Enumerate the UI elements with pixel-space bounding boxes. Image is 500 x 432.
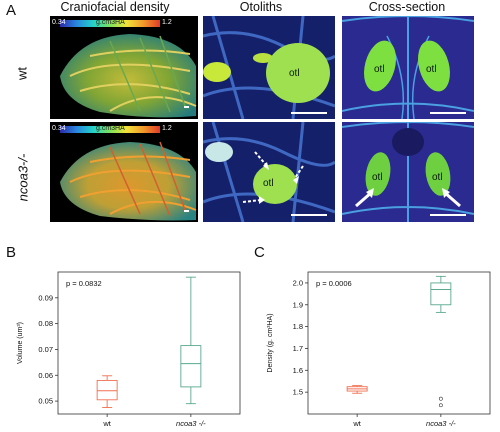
mutant-cross-section-render xyxy=(342,122,474,222)
mutant-otolith-render xyxy=(203,122,335,222)
panel-label-c: C xyxy=(254,244,265,261)
y-tick-label: 2.0 xyxy=(293,278,303,287)
otolith-label-wt-left: otl xyxy=(374,64,385,75)
p-value-annotation: p = 0.0006 xyxy=(316,279,352,288)
x-tick-label: ncoa3 -/- xyxy=(426,419,456,428)
y-tick-label: 1.9 xyxy=(293,300,303,309)
wt-otolith-image: otl xyxy=(203,16,335,119)
colorbar-max-mutant: 1.2 xyxy=(162,125,172,132)
wt-cross-section-image: otl otl xyxy=(342,16,474,119)
plot-frame xyxy=(307,271,491,415)
y-tick-label: 0.05 xyxy=(38,397,53,406)
y-tick-label: 0.07 xyxy=(38,345,53,354)
y-tick-label: 1.6 xyxy=(293,366,303,375)
volume-box-plot: 0.05 0.06 0.07 0.08 0.09 wt ncoa3 -/- p = 0.08… xyxy=(17,271,241,428)
panel-label-b: B xyxy=(6,244,17,261)
x-tick-label: wt xyxy=(352,419,361,428)
wt-cross-section-render xyxy=(342,16,474,119)
otolith-label-mutant-right: otl xyxy=(432,172,443,183)
otolith-label-mutant-left: otl xyxy=(372,172,383,183)
column-title-craniofacial: Craniofacial density xyxy=(60,0,170,14)
mutant-skull-render xyxy=(60,141,197,221)
y-tick-label: 1.5 xyxy=(293,388,303,397)
outlier-point xyxy=(438,403,443,408)
wt-craniofacial-image: 0.34 g.cm3HA 1.2 xyxy=(50,16,198,119)
row-label-wt: wt xyxy=(14,67,30,80)
column-title-otoliths: Otoliths xyxy=(239,0,283,14)
y-axis-label: Density (g. cm³HA) xyxy=(267,313,274,372)
y-axis-label: Volume (um³) xyxy=(17,322,24,364)
colorbar-unit-mutant: g.cm3HA xyxy=(96,125,125,132)
colorbar-max-wt: 1.2 xyxy=(162,19,172,26)
otolith-label-wt-right: otl xyxy=(426,64,437,75)
y-tick-label: 1.7 xyxy=(293,344,303,353)
column-title-cross-section: Cross-section xyxy=(368,0,446,14)
y-tick-label: 0.08 xyxy=(38,319,53,328)
box-iqr xyxy=(180,345,202,388)
box-iqr xyxy=(96,379,118,401)
x-tick-label: ncoa3 -/- xyxy=(176,419,206,428)
y-tick-label: 0.06 xyxy=(38,371,53,380)
wt-otolith-render xyxy=(203,16,335,119)
row-label-mutant: ncoa3-/- xyxy=(15,153,31,202)
colorbar-min-mutant: 0.34 xyxy=(52,125,66,132)
box-iqr xyxy=(430,282,452,306)
x-tick-label: wt xyxy=(102,419,111,428)
y-tick-label: 0.09 xyxy=(38,293,53,302)
mutant-cross-section-image: otl otl xyxy=(342,122,474,222)
otolith-label-mutant: otl xyxy=(263,178,274,189)
colorbar-mutant xyxy=(60,126,160,133)
mutant-otolith-image: otl xyxy=(203,122,335,222)
otolith-label-wt: otl xyxy=(289,68,300,79)
mutant-craniofacial-image: 0.34 g.cm3HA 1.2 xyxy=(50,122,198,222)
colorbar-wt xyxy=(60,20,160,27)
plot-frame xyxy=(57,271,241,415)
density-box-plot: 1.5 1.6 1.7 1.8 1.9 2.0 wt ncoa3 -/- p = 0.0006… xyxy=(267,271,491,428)
p-value-annotation: p = 0.0832 xyxy=(66,279,102,288)
colorbar-min-wt: 0.34 xyxy=(52,19,66,26)
panel-label-a: A xyxy=(6,2,17,19)
wt-skull-render xyxy=(60,34,197,118)
outlier-point xyxy=(438,396,443,401)
y-tick-label: 1.8 xyxy=(293,322,303,331)
colorbar-unit-wt: g.cm3HA xyxy=(96,19,125,26)
